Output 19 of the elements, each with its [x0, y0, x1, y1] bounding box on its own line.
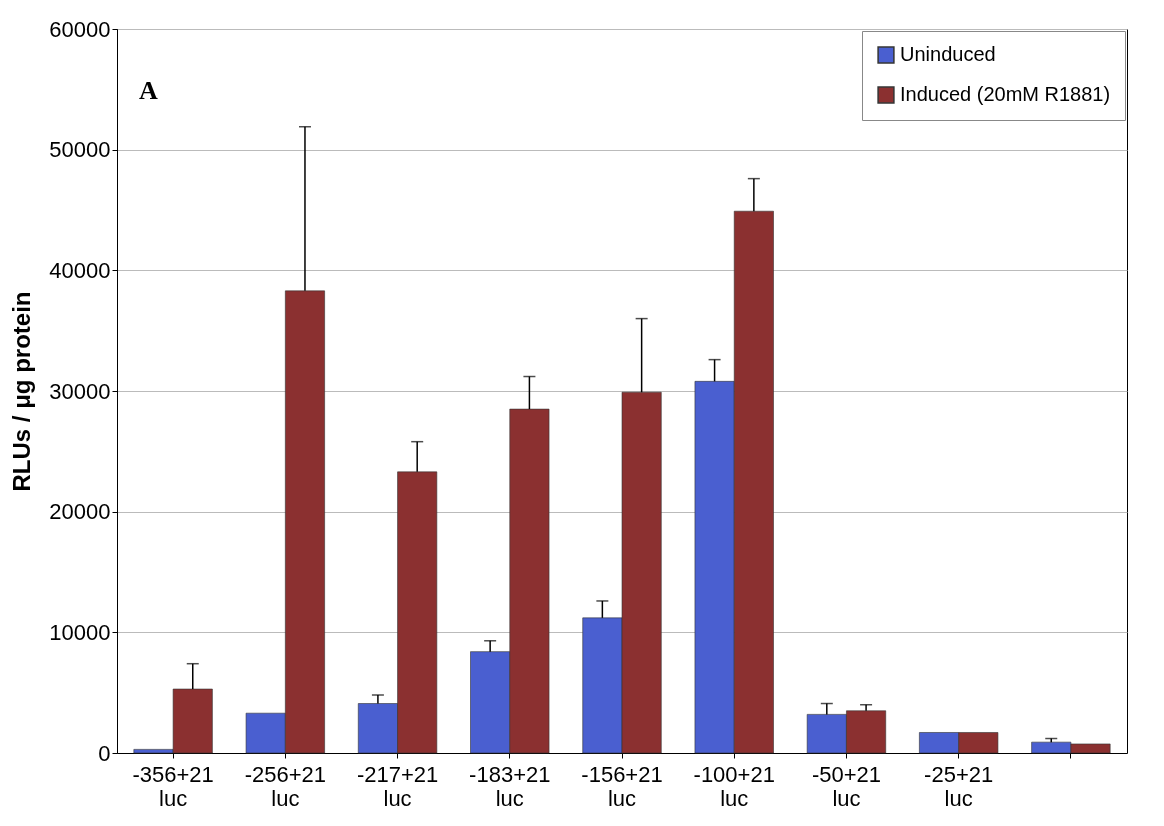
x-tick-label: -183+21 luc: [469, 761, 551, 811]
x-tick-label: -156+21 luc: [581, 761, 663, 811]
y-tick-label: 10000: [49, 619, 111, 645]
y-tick-label: 30000: [49, 378, 111, 404]
x-tick-label: -356+21 luc: [132, 761, 214, 811]
y-tick-label: 50000: [49, 137, 111, 163]
legend-label: Induced (20mM R1881): [900, 83, 1111, 105]
x-tick-label: -50+21 luc: [811, 761, 882, 811]
legend-label: Uninduced: [900, 43, 996, 65]
y-tick-label: 20000: [49, 499, 111, 525]
x-tick-label: -100+21 luc: [693, 761, 775, 811]
y-tick-label: 60000: [49, 16, 111, 42]
x-tick-label: -256+21 luc: [244, 761, 327, 811]
x-tick-label: -25+21 luc: [924, 761, 994, 811]
x-tick-label: -217+21 luc: [356, 761, 439, 811]
y-axis-title: RLUs / μg protein: [8, 291, 36, 492]
y-tick-label: 0: [98, 740, 111, 766]
y-tick-label: 40000: [49, 257, 111, 283]
annotation: A: [139, 76, 158, 105]
